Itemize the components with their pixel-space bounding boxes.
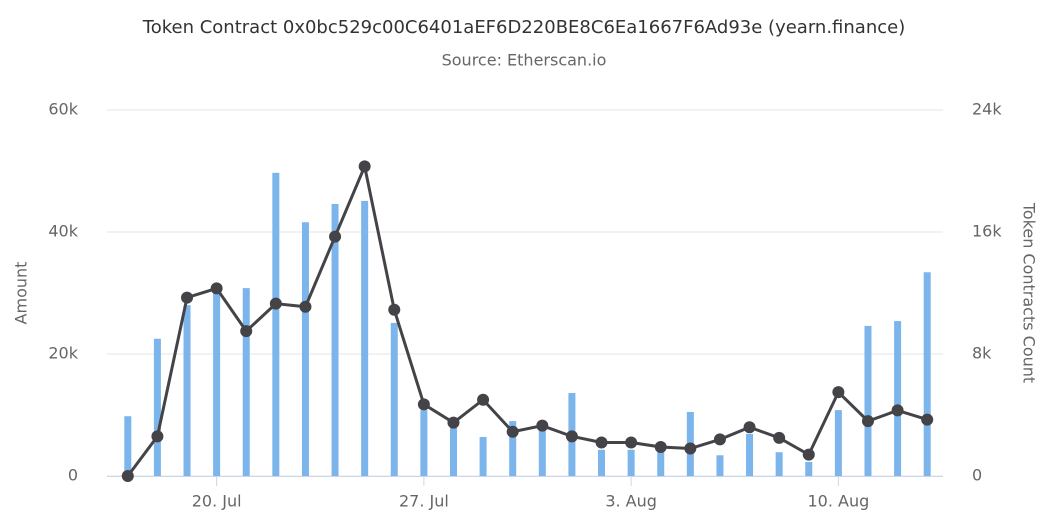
point — [861, 415, 874, 428]
point — [891, 404, 904, 417]
bar — [834, 410, 842, 476]
bar — [538, 427, 546, 476]
bar — [627, 449, 635, 476]
chart-title: Token Contract 0x0bc529c00C6401aEF6D220B… — [142, 17, 905, 38]
bar — [449, 427, 457, 476]
bar — [746, 433, 754, 476]
x-tick-label: 10. Aug — [807, 492, 869, 511]
point — [773, 431, 786, 444]
bar — [894, 321, 902, 476]
point — [388, 303, 401, 316]
point — [181, 291, 194, 304]
bar — [479, 436, 487, 476]
point — [447, 416, 460, 429]
bar — [775, 452, 783, 476]
bar — [923, 272, 931, 476]
bar — [153, 338, 161, 476]
y2-axis-title: Token Contracts Count — [1020, 202, 1039, 383]
bar — [272, 172, 280, 476]
point — [240, 325, 253, 338]
point — [358, 160, 371, 173]
point — [625, 436, 638, 449]
y2-tick-label: 8k — [972, 344, 992, 363]
bar — [805, 461, 813, 476]
point — [210, 282, 223, 295]
bar — [361, 200, 369, 476]
bar — [242, 288, 250, 476]
bar — [331, 203, 339, 476]
point — [506, 425, 519, 438]
x-tick-label: 3. Aug — [605, 492, 657, 511]
y-tick-label: 0 — [68, 466, 78, 485]
bar — [301, 222, 309, 476]
y-tick-label: 40k — [48, 222, 78, 241]
bar — [509, 421, 517, 476]
x-tick-label: 27. Jul — [399, 492, 449, 511]
point — [329, 230, 342, 243]
point — [684, 442, 697, 455]
point — [121, 470, 134, 482]
point — [417, 398, 430, 411]
y-axis-title: Amount — [12, 262, 31, 325]
point — [654, 441, 667, 454]
bar — [420, 410, 428, 476]
point — [477, 393, 490, 406]
bar — [183, 305, 191, 476]
bar — [213, 293, 221, 476]
point — [713, 433, 726, 446]
point — [743, 421, 756, 434]
line — [126, 161, 928, 477]
bar — [598, 449, 606, 476]
point — [565, 430, 578, 443]
point — [832, 386, 845, 399]
point — [299, 300, 312, 313]
bar — [716, 455, 724, 476]
point — [151, 430, 164, 443]
point — [536, 419, 549, 432]
point — [595, 436, 608, 449]
bar — [657, 452, 665, 476]
point — [269, 297, 282, 310]
y2-tick-label: 16k — [972, 222, 1002, 241]
y-tick-label: 20k — [48, 344, 78, 363]
chart-subtitle: Source: Etherscan.io — [442, 51, 607, 70]
y2-tick-label: 24k — [972, 100, 1002, 119]
bar — [124, 416, 132, 476]
bar — [864, 325, 872, 476]
y-tick-label: 60k — [48, 100, 78, 119]
bar — [390, 322, 398, 476]
x-tick-label: 20. Jul — [192, 492, 242, 511]
point — [802, 448, 815, 461]
point — [921, 413, 934, 426]
y2-tick-label: 0 — [972, 466, 982, 485]
